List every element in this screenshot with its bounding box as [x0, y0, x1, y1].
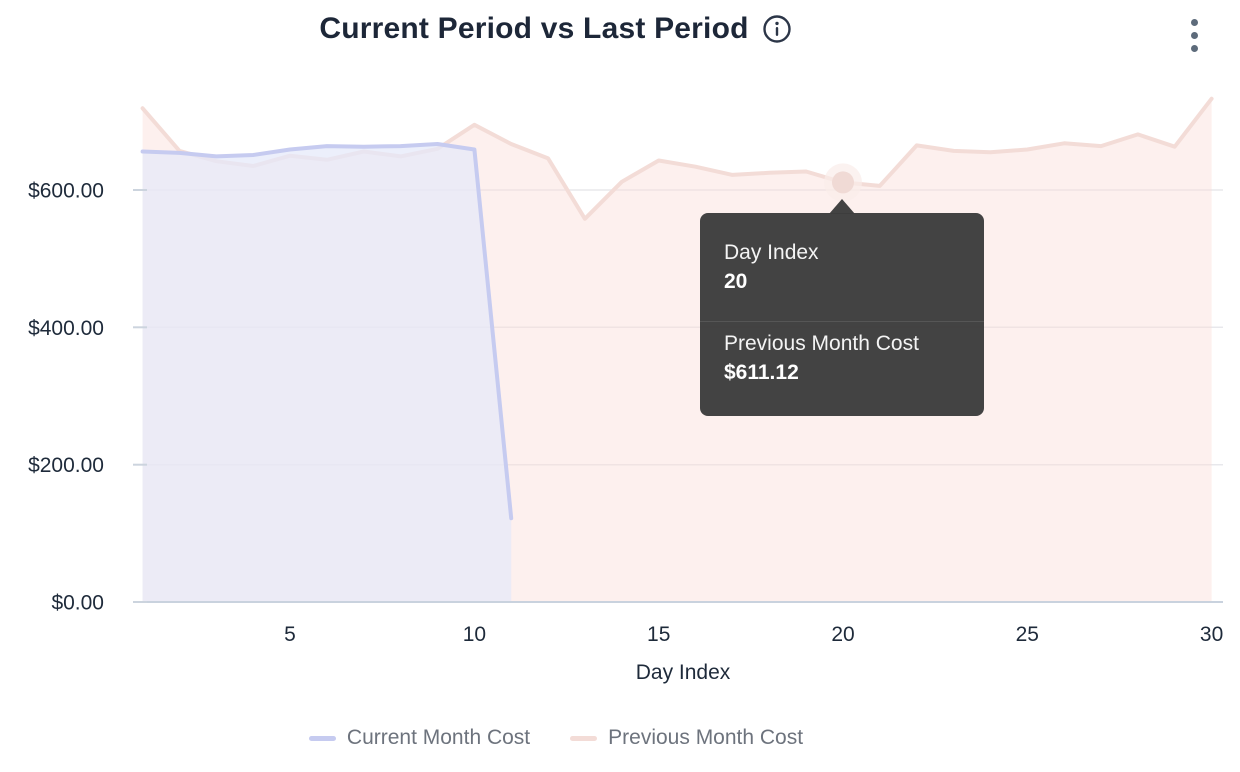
tooltip-series-label: Previous Month Cost	[724, 332, 919, 355]
kebab-dot	[1190, 18, 1198, 26]
x-tick-label: 10	[463, 623, 486, 646]
tooltip-arrow-icon	[829, 199, 855, 214]
chart-legend: Current Month Cost Previous Month Cost	[0, 726, 1112, 750]
y-tick-label: $400.00	[28, 317, 104, 340]
tooltip-x-value: 20	[724, 270, 748, 293]
x-axis-title: Day Index	[635, 661, 731, 684]
info-icon[interactable]	[761, 13, 793, 45]
x-tick-label: 30	[1200, 623, 1223, 646]
y-tick-label: $0.00	[51, 592, 104, 615]
tooltip-series-value: $611.12	[724, 361, 799, 384]
chart-plot-area[interactable]: $0.00 $200.00 $400.00 $600.00 5 10 15 20 25 30	[0, 0, 1240, 656]
kebab-menu-icon[interactable]	[1181, 14, 1207, 56]
chart-header: Current Period vs Last Period	[0, 12, 1112, 46]
tooltip-x-label: Day Index	[724, 241, 819, 264]
x-tick-label: 20	[831, 623, 854, 646]
y-tick-label: $600.00	[28, 180, 104, 203]
legend-item-previous-month-cost[interactable]: Previous Month Cost	[570, 726, 803, 750]
legend-label: Current Month Cost	[346, 726, 531, 749]
chart-title: Current Period vs Last Period	[319, 12, 749, 45]
chart-tooltip: Day Index 20 Previous Month Cost $611.12	[700, 199, 984, 416]
legend-swatch-current	[308, 735, 336, 741]
x-tick-label: 25	[1016, 623, 1039, 646]
highlight-dot[interactable]	[832, 171, 854, 194]
legend-swatch-previous	[570, 735, 598, 741]
kebab-dot	[1190, 44, 1198, 52]
kebab-dot	[1190, 31, 1198, 39]
tooltip-divider	[700, 321, 984, 322]
y-tick-label: $200.00	[28, 454, 104, 477]
legend-label: Previous Month Cost	[608, 726, 804, 749]
area-current-month-cost[interactable]	[142, 144, 512, 602]
legend-item-current-month-cost[interactable]: Current Month Cost	[308, 726, 531, 750]
line-current-month-cost[interactable]	[140, 142, 514, 521]
x-tick-label: 15	[647, 623, 670, 646]
info-circle-icon	[762, 15, 791, 43]
x-tick-label: 5	[284, 623, 296, 646]
